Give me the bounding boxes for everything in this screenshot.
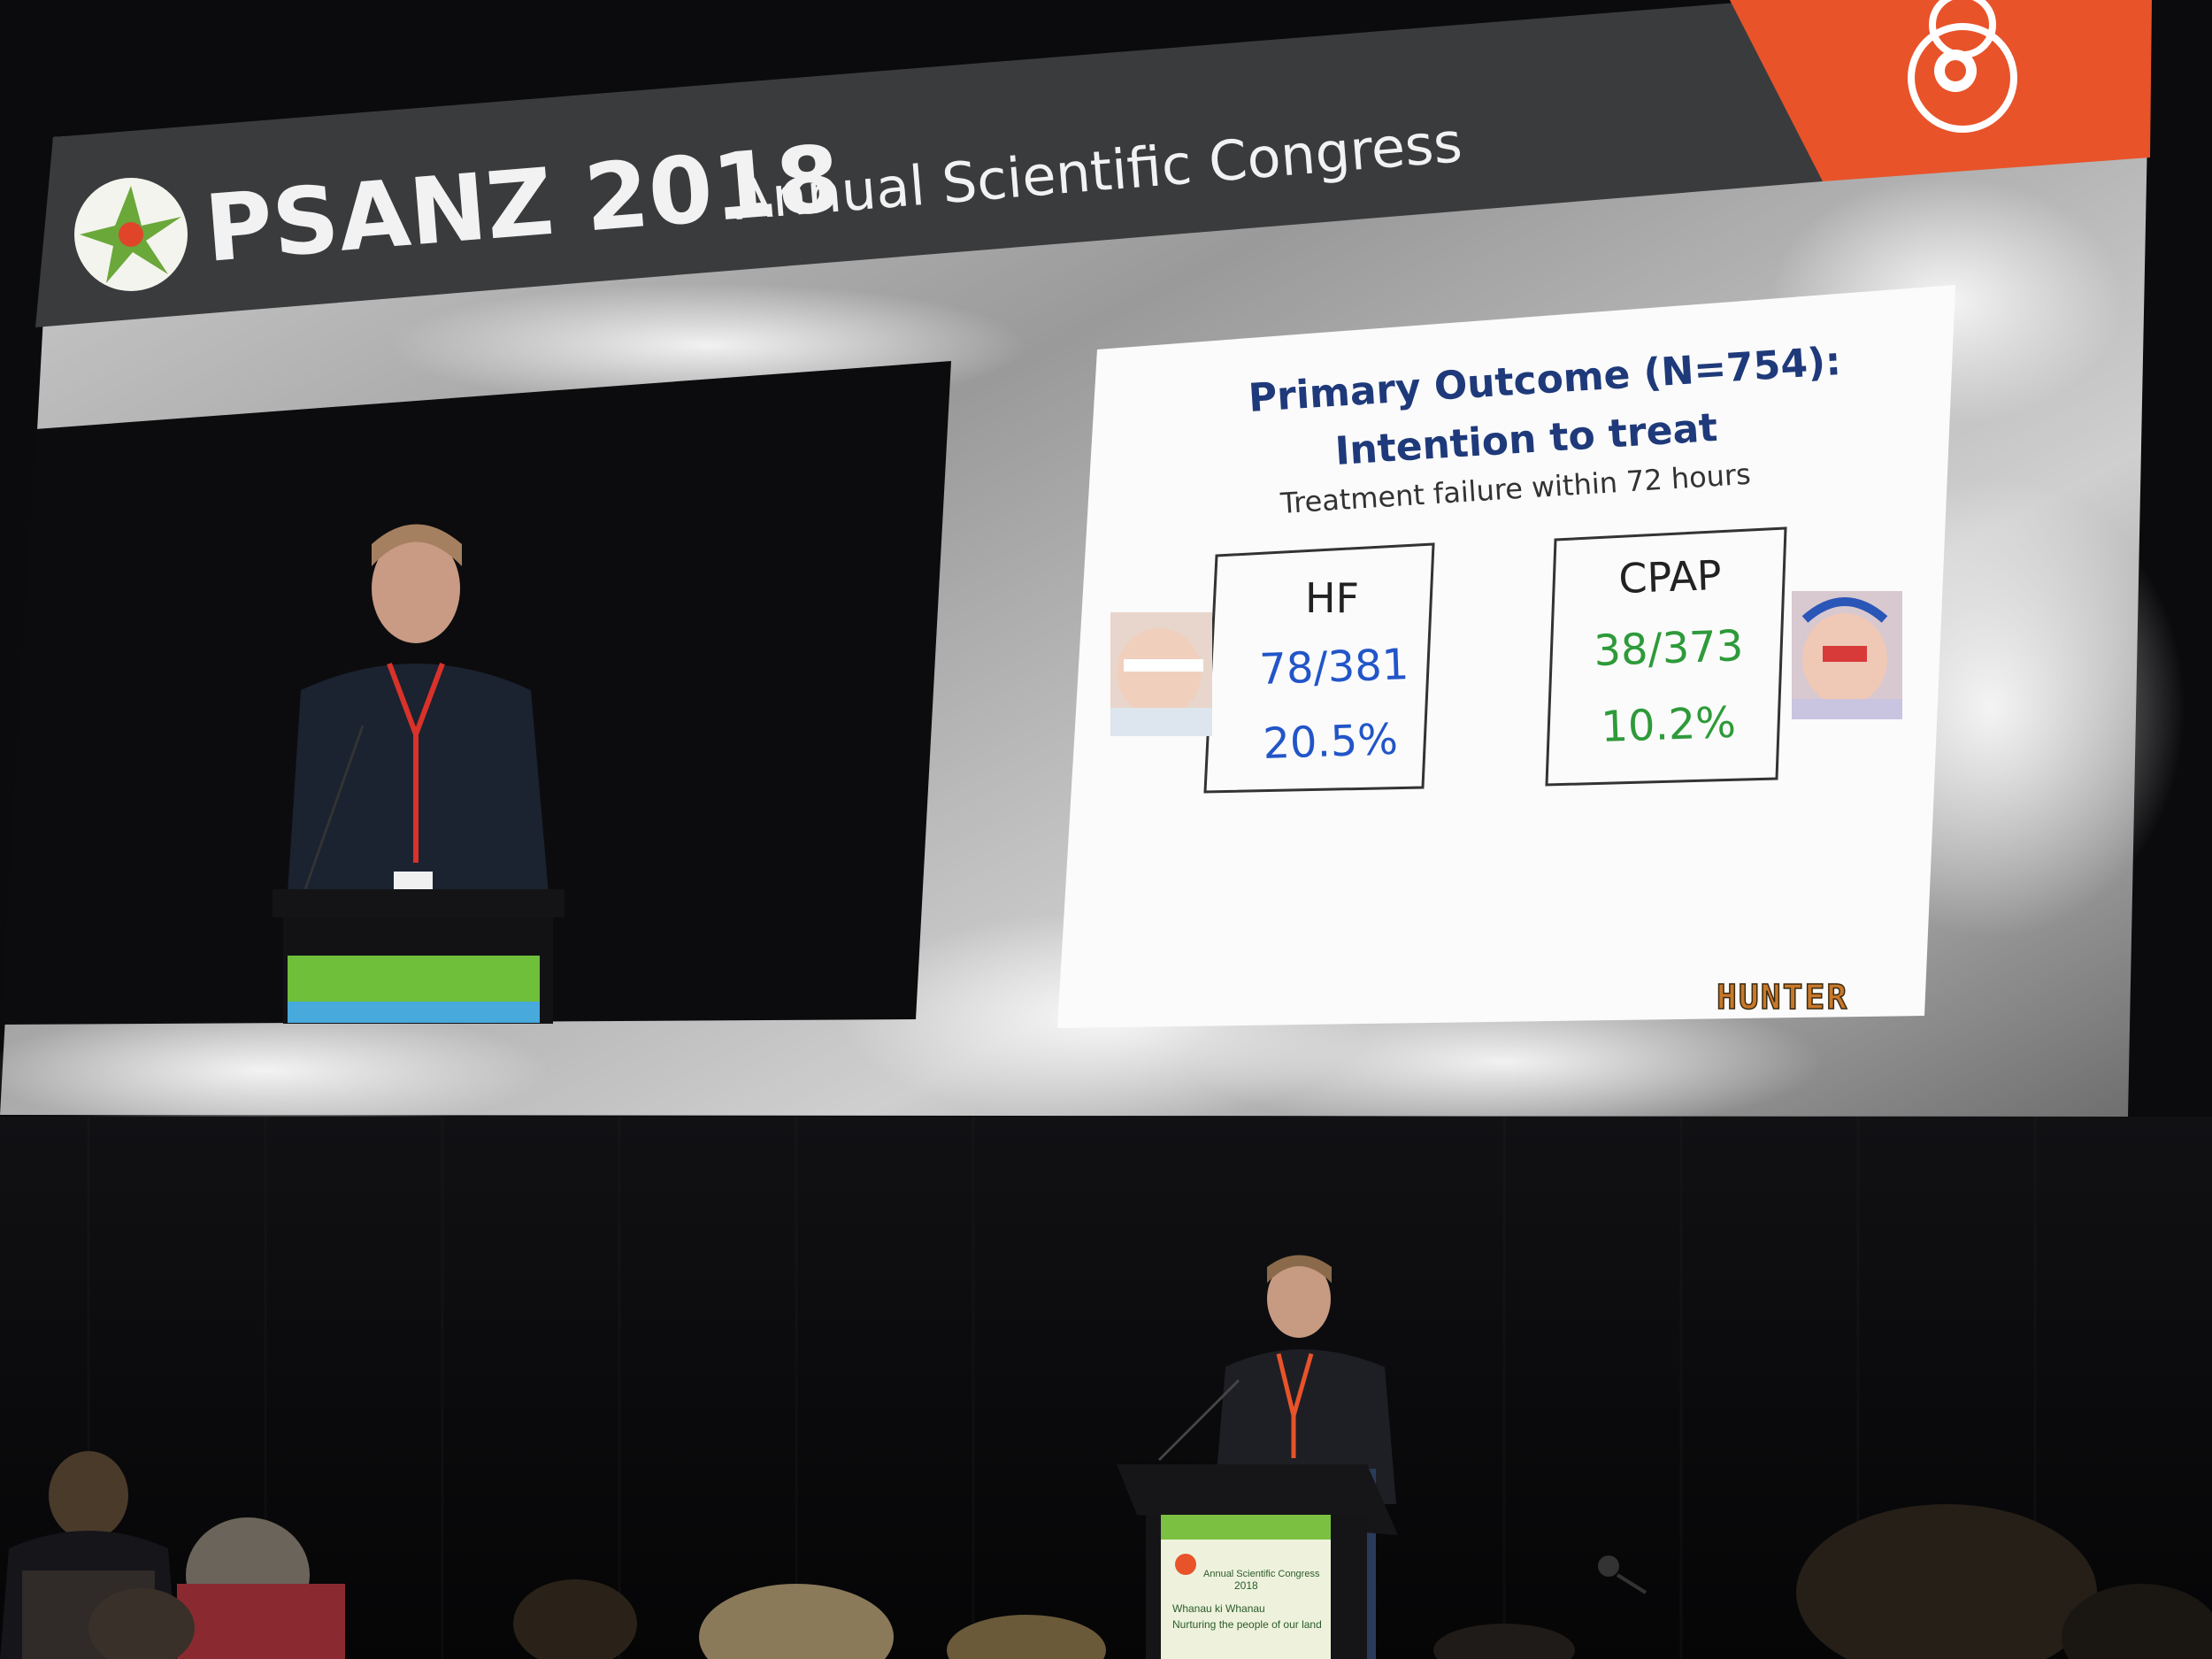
podium-year: 2018 bbox=[1234, 1579, 1258, 1592]
orange-corner-panel bbox=[1730, 0, 2152, 181]
hf-percent: 20.5% bbox=[1262, 715, 1398, 769]
psanz-star-logo-icon bbox=[74, 178, 188, 291]
header-brand: PSANZ 2018 bbox=[201, 125, 844, 283]
hf-box bbox=[1203, 542, 1435, 794]
video-speaker bbox=[288, 524, 549, 894]
cpap-box bbox=[1545, 526, 1787, 787]
cpap-percent: 10.2% bbox=[1600, 698, 1736, 752]
hf-count: 78/381 bbox=[1258, 640, 1409, 695]
slide-title-line1: Primary Outcome (N=754): bbox=[1247, 339, 1842, 421]
podium-line3: Nurturing the people of our land bbox=[1172, 1618, 1322, 1631]
slide-title-line2: Intention to treat bbox=[1333, 405, 1718, 474]
podium-line1: Annual Scientific Congress bbox=[1203, 1569, 1320, 1579]
hf-label: HF bbox=[1305, 574, 1359, 622]
stage-microphone bbox=[1598, 1555, 1647, 1594]
hf-baby-photo bbox=[1110, 612, 1212, 736]
stage-curtain bbox=[87, 1117, 2037, 1659]
cpap-count: 38/373 bbox=[1593, 621, 1744, 676]
podium-line2: Whanau ki Whanau bbox=[1172, 1602, 1265, 1615]
video-podium bbox=[273, 889, 565, 1024]
audience-heads bbox=[0, 1451, 2212, 1659]
stage-backdrop bbox=[0, 1117, 2212, 1659]
stage-speaker bbox=[1157, 1255, 1396, 1659]
cpap-baby-photo bbox=[1792, 591, 1902, 719]
header-subtitle: Annual Scientific Congress bbox=[732, 110, 1464, 233]
header-band bbox=[35, 0, 1823, 327]
screen-cloud-background bbox=[0, 0, 2150, 1117]
stage-podium: Annual Scientific Congress 2018 Whanau k… bbox=[1117, 1464, 1398, 1659]
slide-panel bbox=[1057, 285, 1955, 1028]
live-video-panel bbox=[0, 361, 951, 1025]
slide-subtitle: Treatment failure within 72 hours bbox=[1279, 457, 1752, 520]
cpap-label: CPAP bbox=[1617, 551, 1722, 603]
hunter-logo: HUNTER bbox=[1717, 978, 1848, 1017]
psanz-corner-logo-icon bbox=[1908, 0, 2017, 133]
